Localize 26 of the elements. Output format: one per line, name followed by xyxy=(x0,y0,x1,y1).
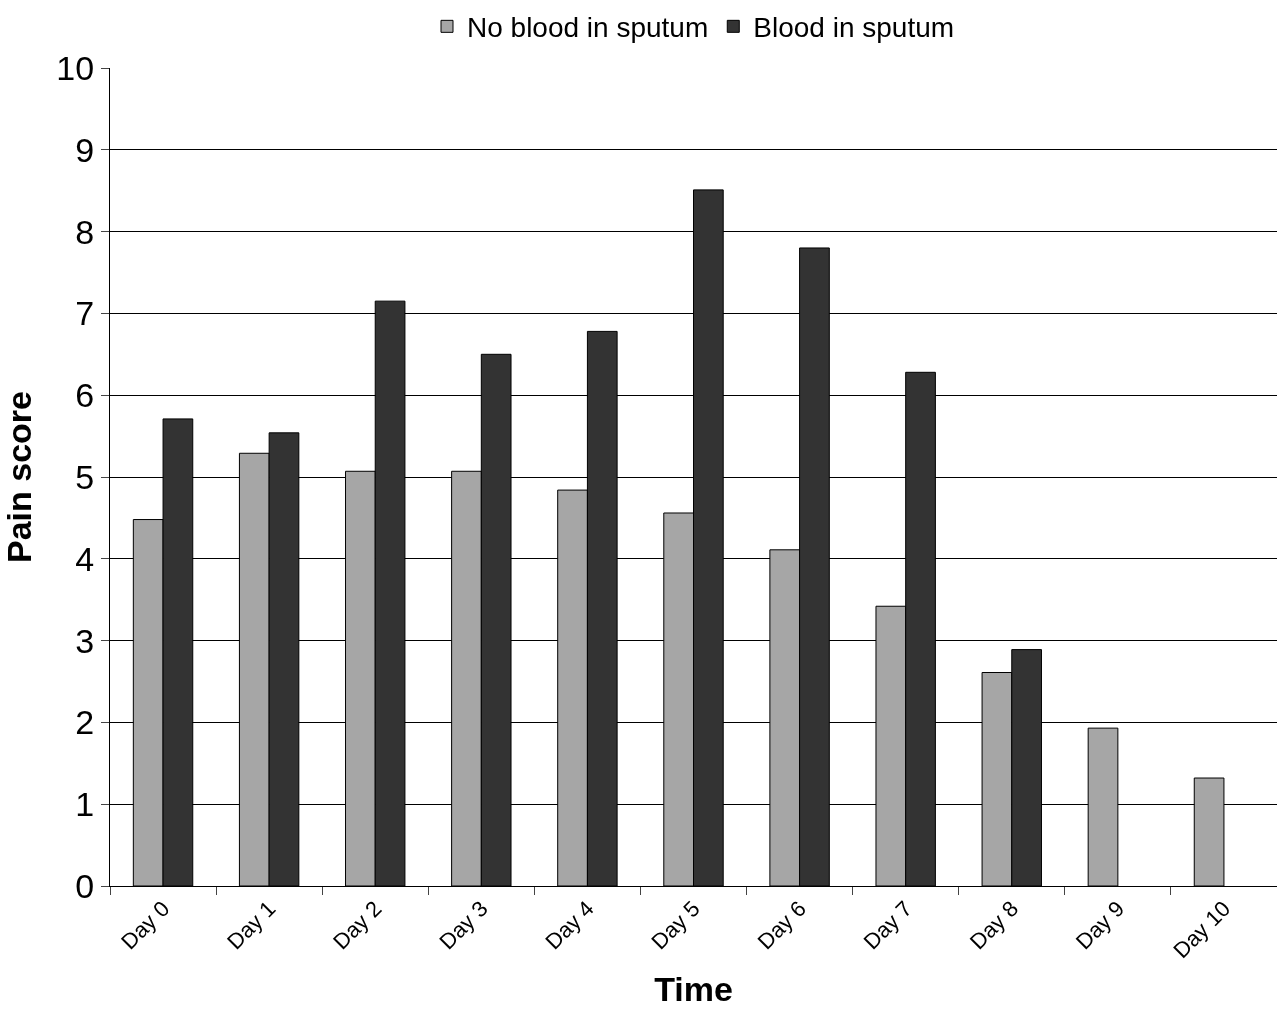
x-tick-label: Day 1 xyxy=(222,896,281,955)
y-tick-label: 7 xyxy=(75,294,95,333)
y-tick-label: 1 xyxy=(75,785,95,824)
y-tick-label: 9 xyxy=(75,130,95,169)
legend-label: Blood in sputum xyxy=(753,12,955,44)
x-tick-label: Day 7 xyxy=(858,896,917,955)
x-tick-label: Day 4 xyxy=(540,896,599,955)
y-tick-label: 2 xyxy=(75,703,95,742)
y-tick-label: 3 xyxy=(75,621,95,660)
x-tick-label: Day 0 xyxy=(116,896,175,955)
x-tick-label: Day 10 xyxy=(1168,896,1236,964)
y-tick-label: 6 xyxy=(75,376,95,415)
y-tick-label: 5 xyxy=(75,457,95,496)
y-tick-label: 8 xyxy=(75,212,95,251)
y-tick-label: 4 xyxy=(75,539,95,578)
y-tick-label: 0 xyxy=(75,866,95,905)
x-tick-label: Day 9 xyxy=(1070,896,1130,955)
x-tick-label: Day 3 xyxy=(434,896,493,955)
x-tick-label: Day 8 xyxy=(964,896,1024,955)
x-axis-title: Time xyxy=(654,970,733,1009)
x-tick-label: Day 6 xyxy=(752,896,811,955)
x-tick-label: Day 2 xyxy=(328,896,387,955)
y-axis-title: Pain score xyxy=(0,391,38,563)
y-tick-label: 10 xyxy=(56,48,95,87)
legend-label: No blood in sputum xyxy=(467,12,709,44)
x-tick-label: Day 5 xyxy=(646,896,705,955)
